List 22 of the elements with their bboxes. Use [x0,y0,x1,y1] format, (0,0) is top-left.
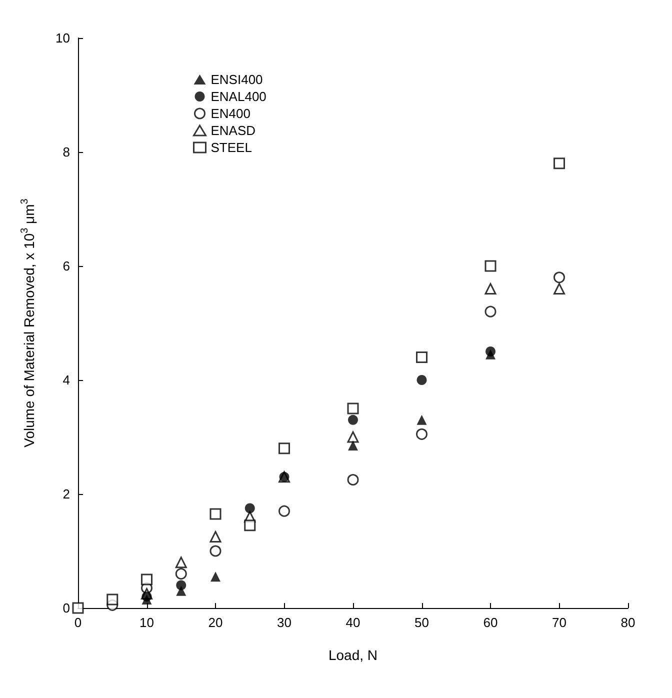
x-tick-label: 40 [346,615,360,630]
legend-label: ENAL400 [210,89,266,104]
y-tick-label: 4 [62,372,70,388]
legend-label: ENSI400 [210,72,263,87]
y-tick-label: 8 [62,144,70,160]
legend-label: STEEL [210,140,252,155]
x-tick-label: 20 [208,615,223,630]
x-tick-label: 80 [620,615,636,630]
y-tick-label: 10 [56,30,70,46]
x-tick-label: 10 [140,615,154,630]
legend-label: EN400 [210,106,250,121]
y-axis-title: Volume of Material Removed, x 103 μm3 [20,198,37,448]
y-tick-label: 2 [62,486,70,502]
y-tick-label: 0 [62,600,70,616]
x-tick-label: 30 [277,615,292,630]
x-tick-label: 70 [552,615,566,630]
y-tick-label: 6 [62,258,70,274]
x-tick-label: 0 [74,615,82,630]
x-axis-title: Load, N [328,647,378,663]
x-tick-label: 50 [414,615,429,630]
x-tick-label: 60 [483,615,498,630]
legend-label: ENASD [210,123,256,138]
